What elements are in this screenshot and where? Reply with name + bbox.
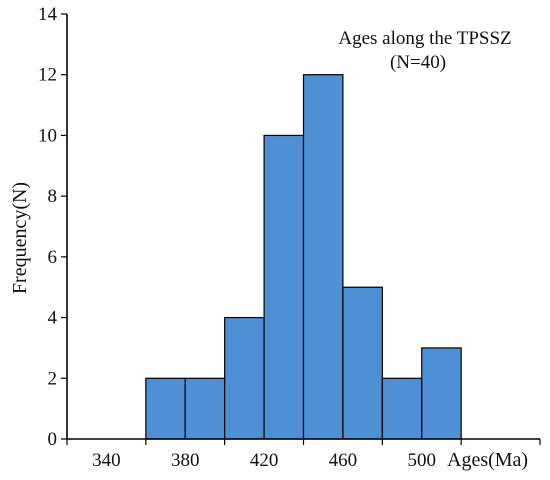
x-tick-label: 340 — [92, 450, 121, 471]
x-tick-label: 420 — [250, 450, 279, 471]
histogram-bar-480-500 — [381, 377, 423, 440]
y-ticks-group: 0 2 4 6 8 10 12 14 — [38, 4, 67, 450]
histogram-bar-400-420 — [224, 316, 265, 440]
y-tick-label: 6 — [48, 247, 58, 268]
y-tick-label: 2 — [48, 368, 58, 389]
y-tick-label: 8 — [48, 186, 58, 207]
x-tick-label: 500 — [408, 450, 437, 471]
annotation-count: (N=40) — [390, 52, 446, 73]
bars-group — [145, 74, 462, 440]
histogram-bar-360-380 — [145, 377, 186, 440]
histogram-bar-440-460 — [302, 74, 344, 440]
y-tick-label: 10 — [38, 125, 57, 146]
y-tick-label: 4 — [48, 308, 58, 329]
x-tick-label: 380 — [171, 450, 200, 471]
x-axis-title: Ages(Ma) — [447, 449, 528, 471]
y-tick-label: 0 — [48, 429, 58, 450]
y-axis-title: Frequency(N) — [9, 182, 31, 294]
histogram-bar-460-480 — [342, 286, 383, 440]
y-tick-label: 12 — [38, 65, 57, 86]
annotation-title: Ages along the TPSSZ — [338, 28, 511, 49]
x-tick-label: 460 — [329, 450, 358, 471]
histogram-bar-500-520 — [421, 347, 462, 440]
y-tick-label: 14 — [38, 4, 58, 25]
histogram-bar-420-440 — [263, 134, 305, 440]
x-ticks-group: 340 380 420 460 500 — [66, 439, 541, 471]
histogram-bar-380-400 — [184, 377, 226, 440]
